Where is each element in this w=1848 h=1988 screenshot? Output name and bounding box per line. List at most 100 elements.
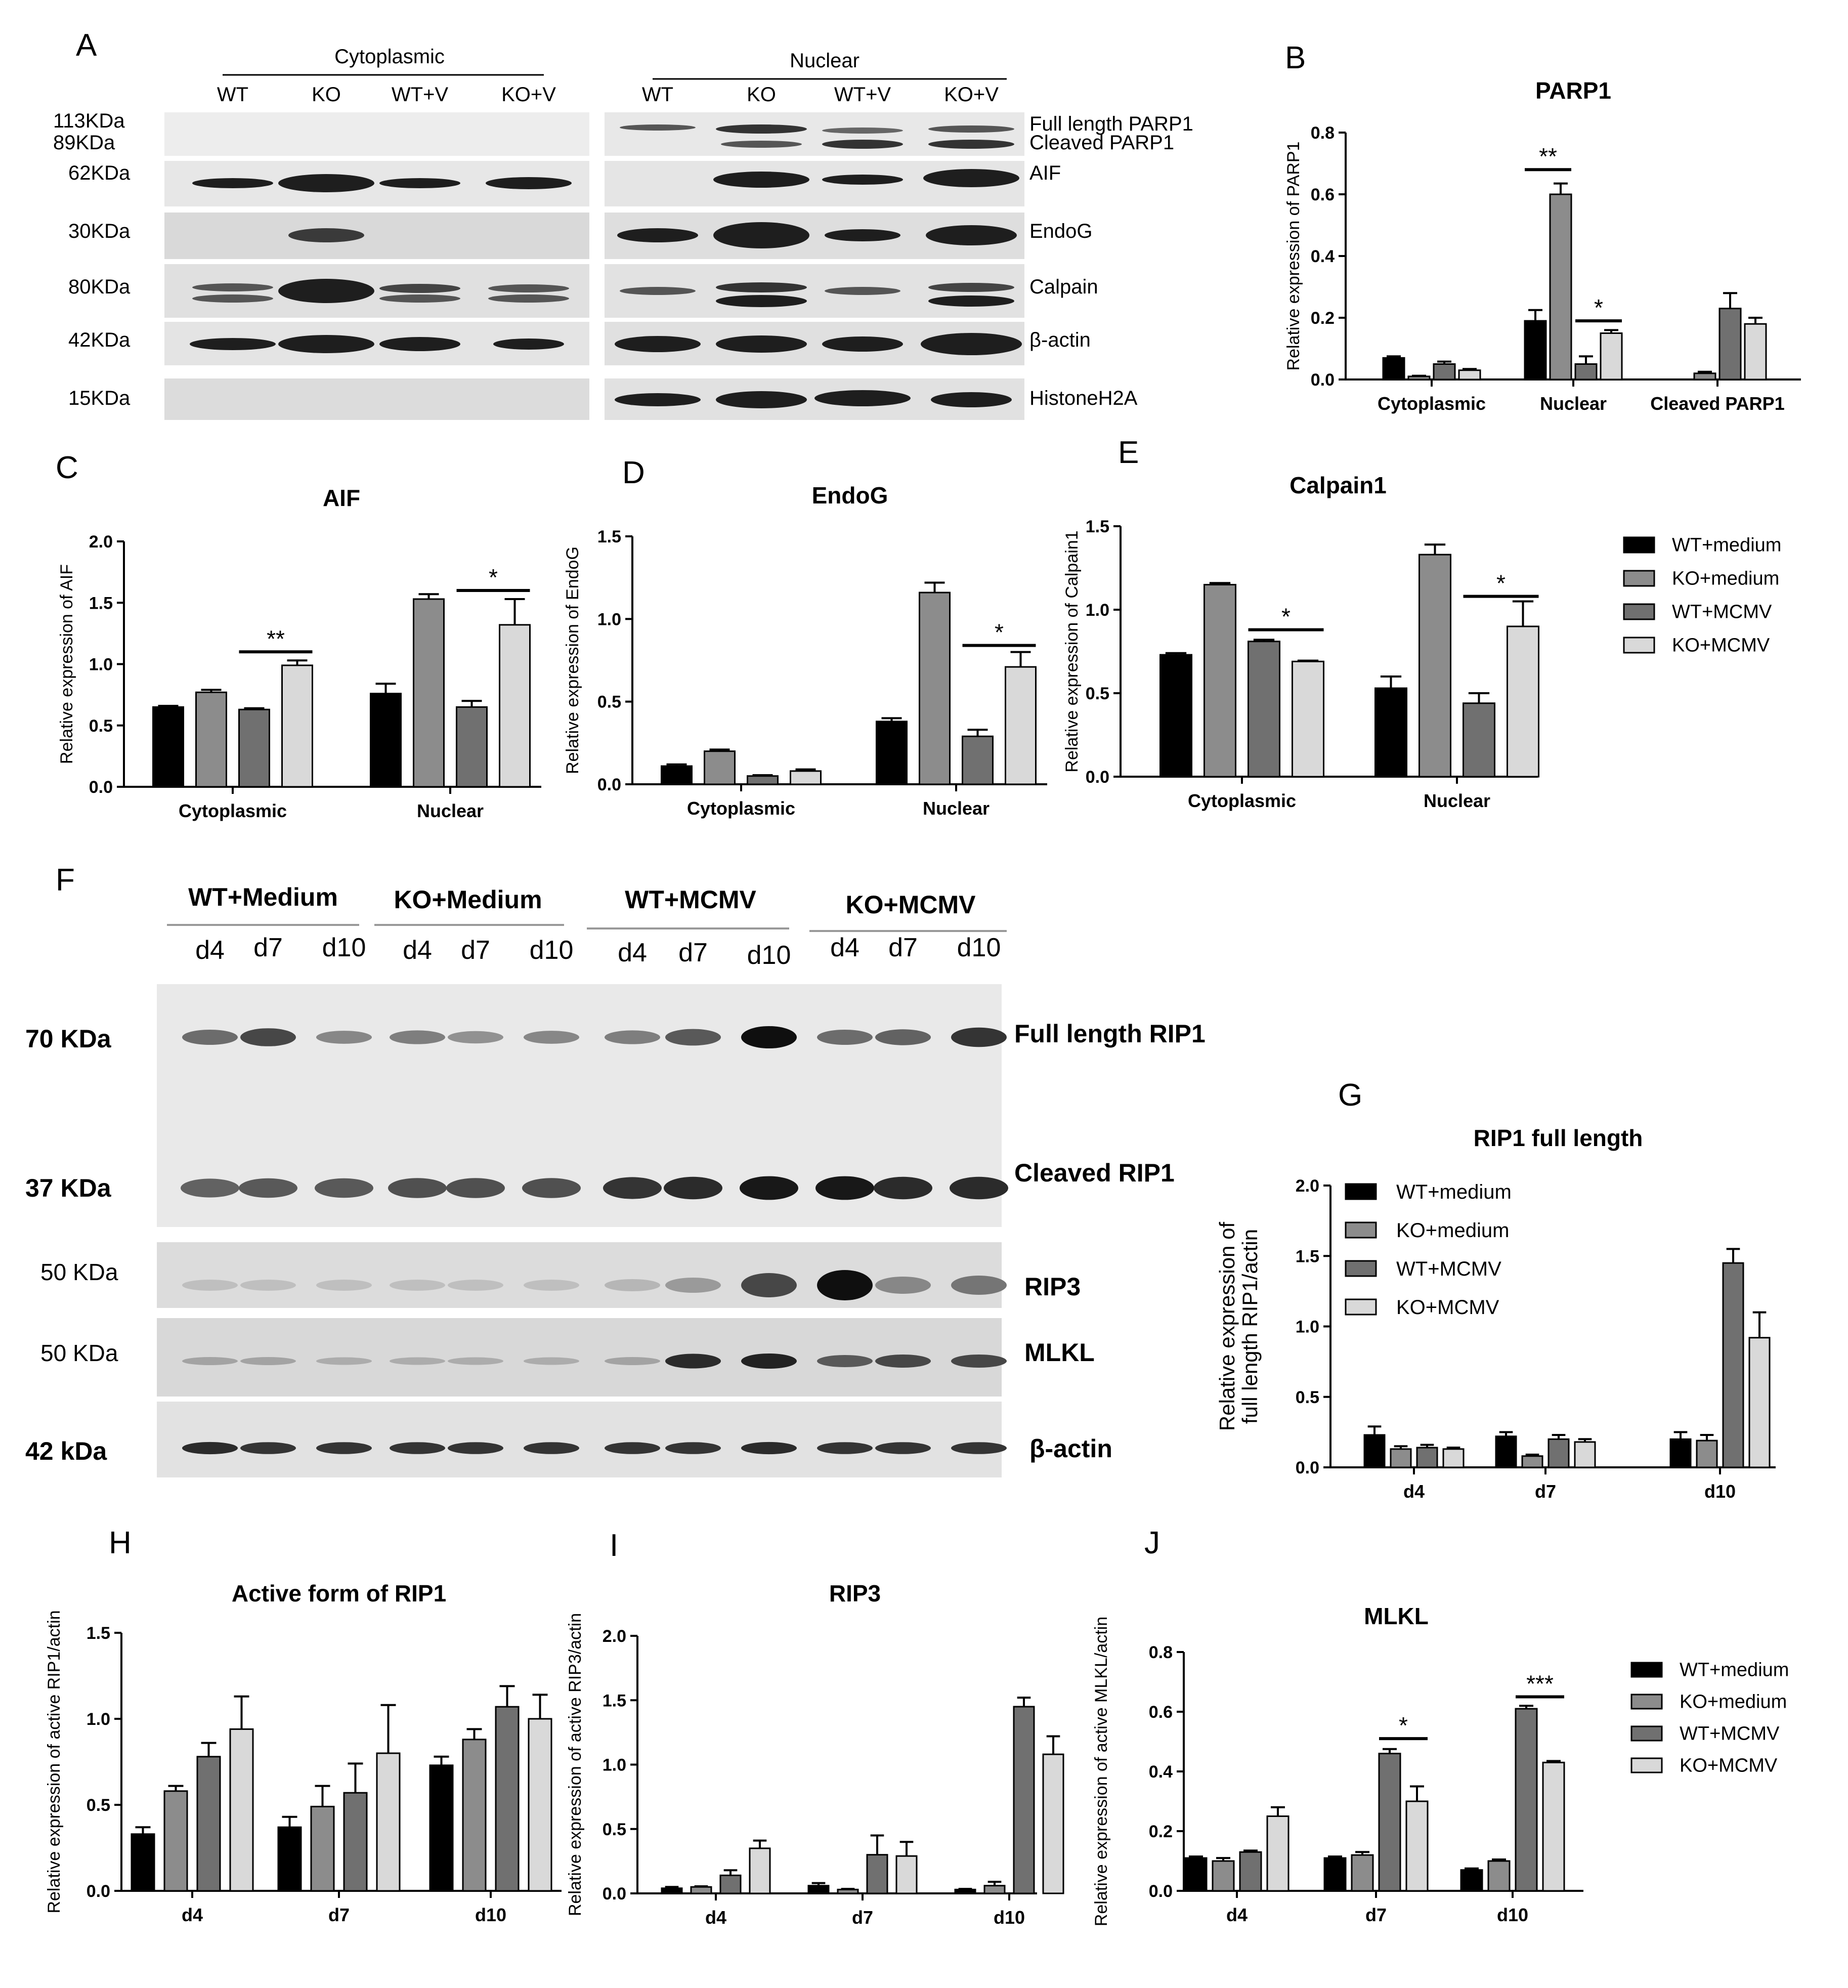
bar [1574,1441,1596,1468]
blot-band [716,295,807,307]
blot-band-actin [741,1442,797,1455]
y-axis-label: full length RIP1/actin [1238,1229,1262,1424]
x-tick-label: d7 [852,1907,873,1928]
bar [1266,1815,1290,1892]
mw-label: 70 KDa [25,1025,112,1053]
panel-label: B [1285,40,1306,75]
y-tick-label: 1.5 [597,527,621,546]
lane-label: WT [217,83,248,106]
bar [1239,1851,1262,1892]
bar [719,1874,742,1894]
day-label: d10 [530,936,574,965]
legend-swatch [1630,1694,1663,1710]
y-tick-label: 1.5 [603,1691,626,1710]
blot-band-actin [316,1442,372,1454]
panel-label: G [1338,1078,1362,1113]
blot-band-cleaved-rip1 [815,1176,874,1200]
bar [1212,1860,1235,1892]
bar [1405,1800,1429,1892]
blot-band-rip3 [240,1280,296,1291]
x-tick-label: d10 [475,1905,506,1925]
day-label: d10 [957,933,1001,962]
blot-strip [605,112,1024,156]
bar [195,691,227,788]
y-tick-label: 1.0 [603,1756,626,1775]
bar [1507,625,1539,778]
bar [1378,1753,1401,1892]
blot-band [921,333,1022,355]
blot-band-full-rip1 [390,1030,445,1044]
mw-label: 42 kDa [25,1437,107,1465]
y-tick-label: 2.0 [1296,1176,1319,1196]
blot-strip [157,1402,1002,1477]
bar [895,1855,918,1894]
chart-j-mlkl: J MLKL Relative expression of active MLKL/… [1092,1526,1583,1926]
bar [413,598,445,788]
blot-panel-f: F WT+Medium KO+Medium WT+MCMV KO+MCMV d4… [25,863,1206,1477]
bar [1521,1455,1543,1468]
x-tick-label: d4 [1403,1481,1425,1502]
group-header: KO+Medium [394,885,542,914]
blot-band [928,125,1014,133]
lane-label: WT+V [392,83,449,106]
y-tick-label: 0.0 [597,775,621,794]
legend-swatch [1345,1221,1377,1239]
bar [1722,1262,1744,1468]
blot-band [822,175,903,185]
blot-strip [157,1242,1002,1308]
x-tick-label: Cytoplasmic [687,798,795,819]
blot-band-mlkl [741,1353,797,1369]
blot-band-full-rip1 [448,1031,503,1044]
blot-band [923,169,1019,187]
bar [1748,1337,1771,1468]
blot-band-actin [240,1442,296,1454]
x-tick-label: d4 [182,1905,203,1925]
blot-band-mlkl [182,1357,238,1365]
mw-label: 37 KDa [25,1174,112,1202]
blot-band [620,124,696,131]
blot-band-rip3 [741,1273,797,1297]
bar [1696,1440,1718,1468]
legend-swatch [1623,603,1655,620]
blot-band [278,174,374,192]
legend-label: WT+MCMV [1680,1723,1780,1745]
bar [704,750,736,785]
y-axis-label: Relative expression of PARP1 [1284,142,1303,371]
y-tick-label: 1.5 [1296,1247,1319,1266]
bar [1460,1869,1483,1892]
x-tick-label: Cytoplasmic [1378,393,1486,414]
bar [163,1790,188,1892]
panel-label-a: A [76,28,97,63]
blot-band [192,294,273,303]
blot-band [620,287,696,295]
legend-swatch [1345,1183,1377,1200]
lane-label: WT+V [834,83,891,106]
x-tick-label: Nuclear [417,800,484,821]
blot-band-full-rip1 [741,1026,797,1048]
blot-band-mlkl [240,1357,296,1365]
y-axis-label: Relative expression of [1215,1222,1239,1431]
chart-title: MLKL [1364,1603,1429,1629]
bar [1292,660,1324,778]
legend-label: KO+MCMV [1672,635,1770,656]
x-tick-label: d10 [1497,1905,1528,1925]
significance-label: ** [267,625,285,652]
blot-band-mlkl [665,1353,721,1369]
legend-label: KO+medium [1396,1219,1509,1242]
blot-band [822,336,903,352]
y-tick-label: 0.4 [1149,1762,1173,1782]
blot-band-full-rip1 [240,1028,296,1046]
x-tick-label: d10 [1704,1481,1736,1502]
significance-label: * [1496,570,1506,597]
blot-band-full-rip1 [182,1030,238,1045]
y-tick-label: 0.0 [1149,1882,1173,1901]
protein-label: β-actin [1029,1434,1112,1463]
chart-b-parp1: B PARP1 Relative expression of PARP1 0.0 0.2… [1284,40,1801,414]
blot-band [928,295,1014,307]
blot-band [825,287,900,295]
significance-label: * [995,619,1004,646]
bar [1718,308,1742,380]
bar [837,1888,859,1894]
blot-band-mlkl [951,1355,1007,1368]
blot-band [379,178,460,188]
